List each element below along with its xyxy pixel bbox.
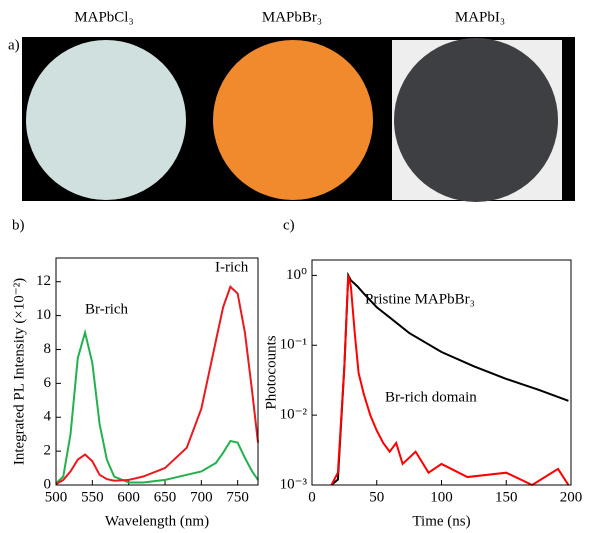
y-tick-label: 10 [36,307,51,323]
x-tick-label: 50 [369,489,384,505]
x-tick-label: 750 [226,489,249,505]
x-tick-label: 0 [308,489,316,505]
x-tick-label: 550 [81,489,104,505]
x-axis-label: Wavelength (nm) [105,513,209,529]
y-axis-label: Photocounts [263,335,279,409]
sample-label: MAPbI₃ [455,9,505,25]
y-tick-label: 4 [44,409,52,425]
x-axis-label: Time (ns) [412,513,470,529]
x-tick-label: 600 [117,489,140,505]
x-tick-label: 700 [190,489,213,505]
x-tick-label: 100 [430,489,453,505]
sample-label: MAPbBr₃ [262,9,322,25]
y-tick-label: 10⁻¹ [280,337,307,353]
annotation: Br-rich [85,301,129,317]
x-tick-label: 200 [560,489,583,505]
photo-sample [394,38,558,202]
panel-label: c) [283,217,295,233]
x-tick-label: 150 [495,489,518,505]
x-tick-label: 650 [154,489,177,505]
annotation: Br-rich domain [385,389,477,405]
y-tick-label: 0 [44,476,52,492]
y-axis-label: Integrated PL Intensity (×10⁻²) [11,278,27,465]
y-tick-label: 10⁻³ [280,476,308,492]
y-tick-label: 8 [44,341,52,357]
annotation: Pristine MAPbBr₃ [365,291,475,307]
data-line [56,333,258,484]
panel-label: b) [12,217,25,233]
sample-label: MAPbCl₃ [74,9,133,25]
photo-sample [213,40,373,200]
page: a) MAPbCl₃ MAPbBr₃ MAPbI₃ b)500550600650… [0,0,591,533]
y-tick-label: 6 [44,375,52,391]
y-tick-label: 10⁰ [286,267,307,283]
y-tick-label: 10⁻² [280,407,308,423]
annotation: I-rich [215,259,249,275]
y-tick-label: 12 [36,273,51,289]
y-tick-label: 2 [44,443,52,459]
photo-sample [26,40,186,200]
figure: a) MAPbCl₃ MAPbBr₃ MAPbI₃ b)500550600650… [0,0,591,533]
panel-label: a) [8,37,20,53]
